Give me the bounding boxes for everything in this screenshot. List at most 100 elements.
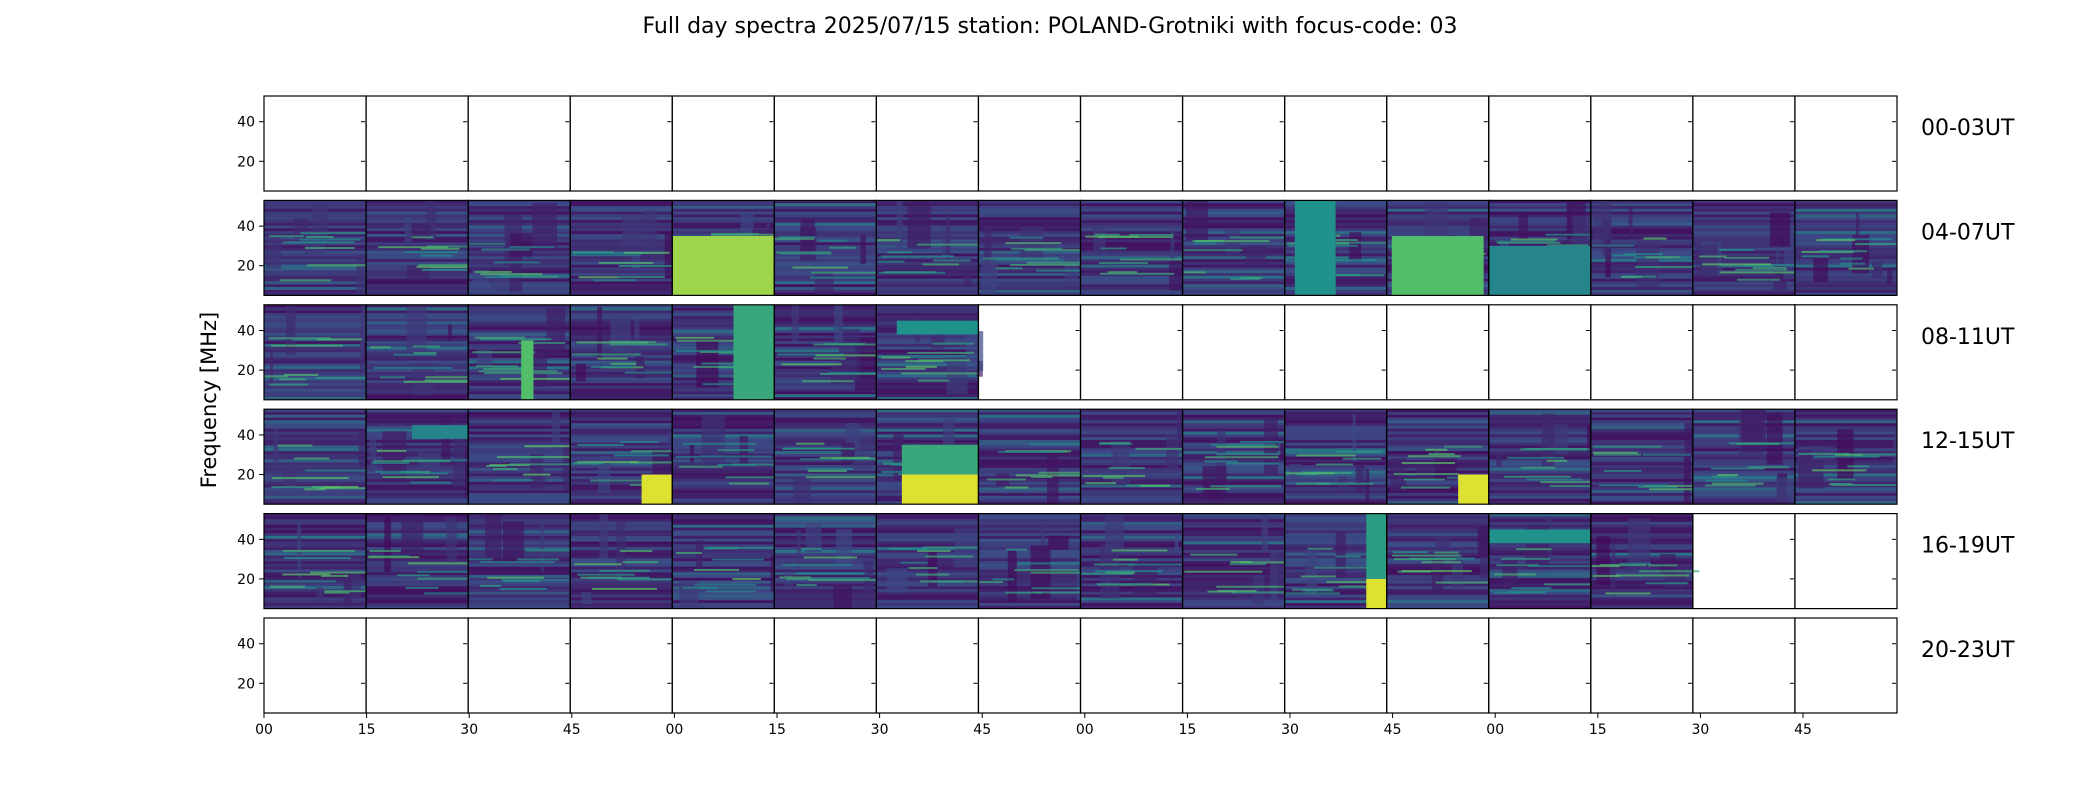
- spectrum-band: [1284, 600, 1387, 604]
- spectrum-band: [570, 481, 673, 486]
- spectrum-segment: [1431, 558, 1444, 594]
- spectrum-line: [923, 546, 998, 549]
- spectrum-band: [774, 397, 877, 400]
- spectrum-band: [876, 304, 979, 308]
- spectrum-segment: [930, 335, 945, 349]
- spectrum-band: [1080, 239, 1183, 243]
- spectrum-band: [1182, 566, 1285, 570]
- panel-frame: [977, 617, 1082, 714]
- spectrum-band: [1692, 217, 1795, 221]
- spectrum-band: [1794, 289, 1897, 294]
- spectrum-line: [675, 349, 736, 352]
- spectrum-band: [1080, 217, 1183, 221]
- spectrum-band: [366, 558, 469, 562]
- spectrum-band: [1692, 453, 1795, 458]
- spectrum-band: [570, 219, 673, 224]
- spectrum-band: [1182, 476, 1285, 480]
- spectrum-band: [774, 487, 877, 491]
- spectrum-band: [264, 284, 367, 288]
- spectrum-line: [1649, 488, 1700, 491]
- spectrum-line: [480, 273, 543, 276]
- x-tick-label: 15: [768, 722, 786, 738]
- spectrum-line: [379, 376, 406, 379]
- spectrum-band: [876, 411, 979, 416]
- spectrum-band: [1284, 513, 1387, 517]
- spectrum-line: [1339, 585, 1379, 588]
- spectrum-band: [570, 445, 673, 449]
- spectrum-band: [1488, 420, 1591, 424]
- spectrum-line: [694, 568, 740, 571]
- spectrum-band: [468, 580, 571, 584]
- spectrum-band: [876, 253, 979, 257]
- spectrum-band: [468, 397, 571, 400]
- spectrum-segment: [1541, 413, 1555, 466]
- spectrum-band: [1590, 513, 1693, 517]
- spectrum-line: [918, 359, 970, 362]
- spectrum-line: [883, 271, 936, 274]
- spectrum-band: [774, 374, 877, 378]
- spectrum-band: [774, 261, 877, 266]
- spectrum-band: [978, 493, 1081, 497]
- spectrum-line: [403, 380, 468, 383]
- spectrum-band: [570, 388, 673, 392]
- spectrum-band: [774, 391, 877, 395]
- spectrum-band: [774, 355, 877, 359]
- spectrum-band: [366, 498, 469, 502]
- spectrum-band: [1284, 409, 1387, 413]
- spectrum-line: [310, 571, 373, 574]
- spectrum-band: [1080, 250, 1183, 254]
- spectrum-band: [264, 420, 367, 424]
- spectrum-line: [1829, 483, 1853, 486]
- spectrum-line: [1843, 453, 1897, 456]
- spectrum-segment: [835, 528, 853, 566]
- spectrum-line: [1081, 572, 1133, 575]
- spectrum-line: [469, 242, 506, 245]
- spectrum-band: [672, 524, 775, 528]
- spectrum-band: [1794, 217, 1897, 221]
- spectrum-line: [1544, 583, 1592, 586]
- spectrum-line: [1285, 592, 1341, 595]
- spectrum-band: [876, 341, 979, 345]
- spectrum-band: [978, 287, 1081, 291]
- spectrum-band: [1080, 495, 1183, 500]
- spectrum-band: [1284, 563, 1387, 568]
- spectrum-band: [264, 589, 367, 593]
- spectrum-band: [264, 437, 367, 441]
- spectrum-band: [1488, 200, 1591, 204]
- spectrum-band: [672, 310, 775, 314]
- spectrum-line: [369, 549, 401, 552]
- spectrum-band: [1182, 541, 1285, 545]
- spectrum-band: [570, 462, 673, 466]
- spectrum-band: [570, 597, 673, 601]
- spectrum-line: [1847, 465, 1870, 468]
- spectrum-band: [1182, 205, 1285, 210]
- spectrum-band: [366, 589, 469, 593]
- spectrum-segment: [598, 456, 611, 493]
- spectrum-band: [774, 516, 877, 520]
- panel-frame: [875, 95, 980, 192]
- spectrum-band: [1794, 417, 1897, 421]
- spectrum-band: [1182, 437, 1285, 441]
- spectrum-line: [493, 479, 534, 482]
- spectrum-line: [1322, 274, 1384, 277]
- spectrum-band: [876, 583, 979, 587]
- spectrum-band: [1386, 479, 1489, 483]
- spectrum-band: [1182, 270, 1285, 274]
- spectrum-band: [774, 558, 877, 562]
- spectrum-line: [367, 556, 420, 559]
- spectrum-band: [1794, 259, 1897, 263]
- spectrum-band: [264, 597, 367, 601]
- spectrum-band: [264, 600, 367, 604]
- spectrum-segment: [1886, 267, 1893, 285]
- spectrum-line: [593, 279, 637, 282]
- spectrum-band: [774, 519, 877, 523]
- spectrum-band: [672, 577, 775, 582]
- spectrum-line: [813, 357, 846, 360]
- spectrum-band: [468, 414, 571, 418]
- spectrum-line: [304, 488, 326, 491]
- spectrum-band: [1692, 242, 1795, 246]
- spectrum-band: [1080, 561, 1183, 565]
- spectrum-segment: [1133, 567, 1158, 595]
- spectrum-line: [1603, 469, 1642, 472]
- spectrum-line: [283, 556, 351, 559]
